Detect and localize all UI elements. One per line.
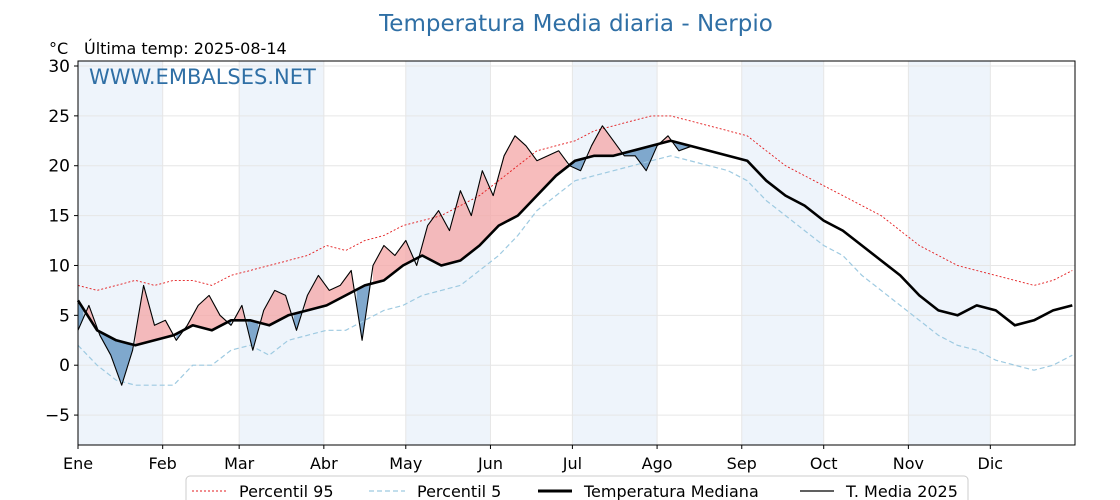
y-tick-label: 25 [48, 107, 70, 127]
month-shade-sep [741, 61, 824, 445]
series-line-p5 [77, 155, 1073, 386]
y-tick-label: 0 [59, 356, 70, 376]
legend-box [185, 475, 969, 500]
series-line-p95 [77, 115, 1073, 291]
x-tick-label: Jul [562, 454, 582, 473]
x-tick-label: Abr [310, 454, 338, 473]
x-axis-ticks: Ene Feb Mar Abr May Jun Jul Ago Sep Oct Nov Dic [63, 445, 1003, 473]
x-tick-label: Nov [893, 454, 924, 473]
above-median-fill-3 [135, 285, 174, 346]
legend-current-label: T. Media 2025 [845, 482, 958, 500]
month-shade-nov [908, 61, 991, 445]
legend-p5-label: Percentil 5 [417, 482, 501, 500]
x-tick-label: Dic [978, 454, 1004, 473]
watermark-text: WWW.EMBALSES.NET [89, 65, 316, 89]
y-tick-label: −5 [45, 406, 70, 426]
series-line-current [77, 125, 693, 386]
month-shade-ene [78, 61, 163, 445]
y-tick-label: 5 [59, 306, 70, 326]
month-shading [78, 61, 991, 445]
series-line-median [76, 139, 1073, 347]
chart-title: Temperatura Media diaria - Nerpio [378, 11, 773, 37]
x-tick-label: May [389, 454, 422, 473]
below-median-fill-2 [99, 331, 133, 386]
y-axis-ticks: −5 0 5 10 15 20 25 30 [45, 57, 78, 426]
x-tick-label: Ago [642, 454, 673, 473]
y-tick-label: 30 [48, 57, 70, 77]
x-tick-label: Feb [149, 454, 177, 473]
y-unit-label: °C [49, 39, 68, 58]
y-tick-label: 20 [48, 157, 70, 177]
last-temp-label: Última temp: 2025-08-14 [84, 39, 287, 58]
below-median-fill-10 [293, 311, 302, 331]
legend: Percentil 95 Percentil 5 Temperatura Med… [185, 475, 969, 500]
legend-p95-label: Percentil 95 [239, 482, 334, 500]
x-tick-label: Ene [63, 454, 93, 473]
month-shade-mar [239, 61, 324, 445]
y-tick-label: 15 [48, 207, 70, 227]
above-median-fill-13 [373, 240, 414, 284]
x-tick-label: Oct [810, 454, 838, 473]
above-median-fill-15 [419, 135, 567, 266]
x-tick-label: Mar [224, 454, 255, 473]
month-shade-jul [572, 61, 658, 445]
above-median-fill-17 [588, 125, 622, 158]
y-tick-label: 10 [48, 256, 70, 276]
above-median-fill-5 [184, 295, 226, 331]
x-tick-label: Sep [727, 454, 757, 473]
below-median-fill-8 [247, 320, 259, 351]
plot-frame [77, 60, 1076, 446]
x-tick-label: Jun [477, 454, 503, 473]
above-median-fill-7 [233, 305, 245, 321]
legend-median-label: Temperatura Mediana [583, 482, 759, 500]
series-lines [76, 115, 1073, 386]
